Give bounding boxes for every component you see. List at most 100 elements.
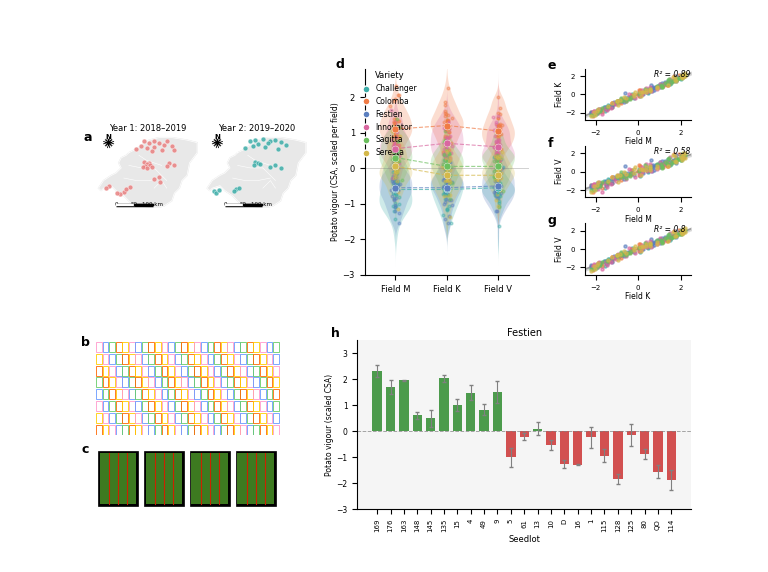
Point <box>439 120 452 129</box>
Bar <box>188 389 194 399</box>
Bar <box>103 378 108 387</box>
Bar <box>181 389 187 399</box>
Point <box>650 84 663 93</box>
Bar <box>546 431 556 445</box>
Bar <box>148 354 154 364</box>
Point <box>589 262 601 271</box>
Point <box>646 161 658 170</box>
Point <box>492 173 504 182</box>
Point <box>390 132 402 141</box>
Point <box>386 174 399 184</box>
Point <box>625 247 637 256</box>
Bar <box>188 401 194 411</box>
Bar <box>220 413 227 423</box>
Point <box>658 159 670 168</box>
Point <box>652 160 664 169</box>
Bar <box>109 413 115 423</box>
Bar <box>253 401 260 411</box>
Point <box>600 180 612 189</box>
Point <box>670 230 682 239</box>
Bar <box>122 354 128 364</box>
Point <box>670 74 683 83</box>
Point <box>441 188 453 197</box>
Point <box>492 137 505 146</box>
Point <box>490 139 502 148</box>
Point <box>585 112 598 121</box>
Point <box>491 149 503 158</box>
Point <box>390 151 402 160</box>
Point <box>634 169 647 178</box>
Point <box>634 86 647 95</box>
Point <box>679 228 691 237</box>
Point <box>614 173 627 182</box>
Point <box>439 140 451 149</box>
Point <box>491 174 503 184</box>
Point <box>670 74 682 84</box>
Point <box>495 154 508 163</box>
Point <box>599 261 611 271</box>
Point <box>389 144 402 153</box>
Point <box>669 75 681 84</box>
Point <box>628 88 641 97</box>
FancyBboxPatch shape <box>236 451 276 506</box>
Point <box>640 242 652 251</box>
Point <box>441 176 453 185</box>
Point <box>438 192 450 201</box>
Point <box>607 253 619 262</box>
Point <box>641 239 654 248</box>
Point <box>670 155 683 164</box>
Point <box>625 92 637 101</box>
Bar <box>135 378 141 387</box>
Point <box>677 225 690 235</box>
Point <box>492 169 504 178</box>
Point <box>605 252 617 261</box>
Point <box>611 172 624 181</box>
Point <box>656 163 668 172</box>
Point <box>585 187 598 196</box>
Point <box>391 177 403 186</box>
Point <box>624 244 636 253</box>
Point <box>598 177 610 186</box>
Point <box>390 181 402 190</box>
Point <box>492 141 505 150</box>
Point <box>440 140 452 149</box>
Point <box>441 147 453 156</box>
Point <box>650 160 662 169</box>
Bar <box>233 424 240 435</box>
Point <box>636 167 648 176</box>
Point <box>677 224 689 233</box>
Point <box>676 73 688 82</box>
Point <box>641 166 653 175</box>
Bar <box>214 389 220 399</box>
Bar <box>207 378 214 387</box>
Point <box>593 177 605 186</box>
Point <box>389 177 401 186</box>
Text: f: f <box>548 137 554 150</box>
Point <box>489 192 502 201</box>
Point <box>391 182 403 192</box>
Point <box>591 105 603 114</box>
Point <box>614 172 626 181</box>
Point <box>641 165 653 174</box>
Bar <box>122 378 128 387</box>
Point <box>626 169 638 178</box>
Bar <box>233 354 240 364</box>
Point <box>446 114 458 123</box>
Point <box>392 218 405 227</box>
Bar <box>220 366 227 376</box>
Bar <box>260 401 266 411</box>
Point <box>585 266 598 275</box>
Point <box>661 80 674 89</box>
Point <box>388 176 400 185</box>
Bar <box>174 378 180 387</box>
Point <box>441 179 453 188</box>
Bar <box>227 342 233 352</box>
Point <box>631 89 644 98</box>
Point <box>392 163 405 172</box>
Point <box>392 134 404 143</box>
Bar <box>247 424 253 435</box>
Point <box>608 174 621 184</box>
Point <box>667 157 679 166</box>
Point <box>658 158 670 167</box>
Point <box>643 86 655 96</box>
